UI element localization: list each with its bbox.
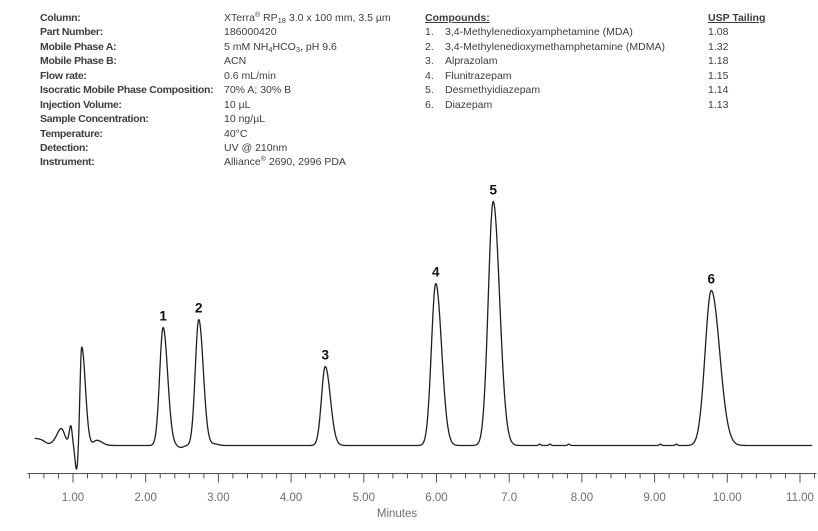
param-label: Mobile Phase A: bbox=[40, 40, 117, 53]
param-row-4: Flow rate: 0.6 mL/min bbox=[40, 69, 420, 83]
param-label: Detection: bbox=[40, 141, 89, 154]
param-value: 10 ng/µL bbox=[224, 113, 266, 126]
compounds-list: 1. 3,4-Methylenedioxyamphetamine (MDA) 1.0… bbox=[425, 25, 805, 112]
x-tick-label-4.00: 4.00 bbox=[280, 492, 302, 504]
param-value: 5 mM NH4HCO3, pH 9.6 bbox=[224, 40, 337, 54]
x-tick-label-1.00: 1.00 bbox=[62, 492, 84, 504]
param-row-5: Isocratic Mobile Phase Composition: 70% A… bbox=[40, 83, 420, 97]
x-tick-label-10.00: 10.00 bbox=[713, 492, 742, 504]
method-params: Column: XTerra® RP18 3.0 x 100 mm, 3.5 µm… bbox=[40, 11, 420, 170]
compound-row-3: 3. Alprazolam 1.18 bbox=[425, 54, 805, 68]
param-value: 186000420 bbox=[224, 26, 277, 39]
compounds-panel: Compounds: USP Tailing 1. 3,4-Methylenedi… bbox=[425, 11, 805, 112]
compound-number: 4. bbox=[425, 69, 434, 82]
compound-number: 5. bbox=[425, 84, 434, 97]
peak-label-6: 6 bbox=[708, 272, 716, 287]
param-value: UV @ 210nm bbox=[224, 141, 288, 154]
param-row-0: Column: XTerra® RP18 3.0 x 100 mm, 3.5 µm bbox=[40, 11, 420, 25]
compound-row-1: 1. 3,4-Methylenedioxyamphetamine (MDA) 1.0… bbox=[425, 25, 805, 39]
compound-row-6: 6. Diazepam 1.13 bbox=[425, 98, 805, 112]
x-tick-label-9.00: 9.00 bbox=[643, 492, 665, 504]
param-row-1: Part Number: 186000420 bbox=[40, 25, 420, 39]
compounds-header: Compounds: bbox=[425, 12, 490, 24]
peak-label-3: 3 bbox=[322, 348, 330, 363]
x-tick-label-7.0: 7.0 bbox=[501, 492, 517, 504]
param-label: Mobile Phase B: bbox=[40, 55, 117, 68]
param-value: 10 µL bbox=[224, 98, 251, 111]
x-axis-title: Minutes bbox=[377, 508, 418, 520]
x-tick-label-11.00: 11.00 bbox=[786, 492, 814, 504]
param-label: Instrument: bbox=[40, 156, 95, 169]
param-label: Temperature: bbox=[40, 127, 103, 140]
param-row-6: Injection Volume: 10 µL bbox=[40, 98, 420, 112]
x-tick-label-3.00: 3.00 bbox=[207, 492, 229, 504]
param-row-3: Mobile Phase B: ACN bbox=[40, 54, 420, 68]
param-label: Sample Concentration: bbox=[40, 113, 149, 126]
param-label: Part Number: bbox=[40, 26, 103, 39]
compound-row-4: 4. Flunitrazepam 1.15 bbox=[425, 69, 805, 83]
param-value: 70% A; 30% B bbox=[224, 84, 292, 97]
usp-tailing-value: 1.08 bbox=[708, 26, 729, 39]
param-value: XTerra® RP18 3.0 x 100 mm, 3.5 µm bbox=[224, 12, 391, 25]
compounds-header-row: Compounds: USP Tailing bbox=[425, 11, 805, 25]
compound-name: 3,4-Methylenedioxyamphetamine (MDA) bbox=[445, 26, 633, 39]
peak-label-2: 2 bbox=[195, 301, 203, 316]
param-label: Isocratic Mobile Phase Composition: bbox=[40, 84, 214, 97]
chromatogram-trace bbox=[34, 200, 813, 470]
param-value: 0.6 mL/min bbox=[224, 69, 276, 82]
compound-row-2: 2. 3,4-Methylenedioxymethamphetamine (MDM… bbox=[425, 40, 805, 54]
param-value: Alliance® 2690, 2996 PDA bbox=[224, 156, 346, 169]
peak-label-1: 1 bbox=[159, 309, 167, 324]
compound-name: Diazepam bbox=[445, 98, 493, 111]
param-row-7: Sample Concentration: 10 ng/µL bbox=[40, 112, 420, 126]
param-label: Column: bbox=[40, 12, 81, 24]
param-label: Injection Volume: bbox=[40, 98, 122, 111]
param-row-8: Temperature: 40°C bbox=[40, 127, 420, 141]
compound-number: 1. bbox=[425, 26, 434, 39]
param-value: ACN bbox=[224, 55, 247, 68]
usp-tailing-value: 1.14 bbox=[708, 84, 729, 97]
compound-number: 6. bbox=[425, 98, 434, 111]
param-row-2: Mobile Phase A: 5 mM NH4HCO3, pH 9.6 bbox=[40, 40, 420, 54]
compound-row-5: 5. Desmethyidiazepam 1.14 bbox=[425, 83, 805, 97]
param-row-10: Instrument: Alliance® 2690, 2996 PDA bbox=[40, 155, 420, 169]
param-row-9: Detection: UV @ 210nm bbox=[40, 141, 420, 155]
param-value: 40°C bbox=[224, 127, 248, 140]
compound-name: Flunitrazepam bbox=[445, 69, 512, 82]
x-tick-label-5.00: 5.00 bbox=[353, 492, 375, 504]
compound-name: Alprazolam bbox=[445, 55, 498, 68]
peak-label-5: 5 bbox=[489, 183, 497, 198]
x-tick-label-6.00: 6.00 bbox=[425, 492, 447, 504]
x-tick-label-8.00: 8.00 bbox=[571, 492, 593, 504]
usp-tailing-value: 1.15 bbox=[708, 69, 729, 82]
compound-number: 2. bbox=[425, 40, 434, 53]
usp-tailing-value: 1.32 bbox=[708, 40, 729, 53]
compound-name: 3,4-Methylenedioxymethamphetamine (MDMA) bbox=[445, 40, 666, 53]
usp-tailing-header: USP Tailing bbox=[708, 12, 766, 24]
compound-number: 3. bbox=[425, 55, 434, 68]
x-tick-label-2.00: 2.00 bbox=[135, 492, 157, 504]
peak-label-4: 4 bbox=[432, 265, 440, 280]
usp-tailing-value: 1.18 bbox=[708, 55, 729, 68]
usp-tailing-value: 1.13 bbox=[708, 98, 729, 111]
param-label: Flow rate: bbox=[40, 69, 87, 82]
compound-name: Desmethyidiazepam bbox=[445, 84, 541, 97]
